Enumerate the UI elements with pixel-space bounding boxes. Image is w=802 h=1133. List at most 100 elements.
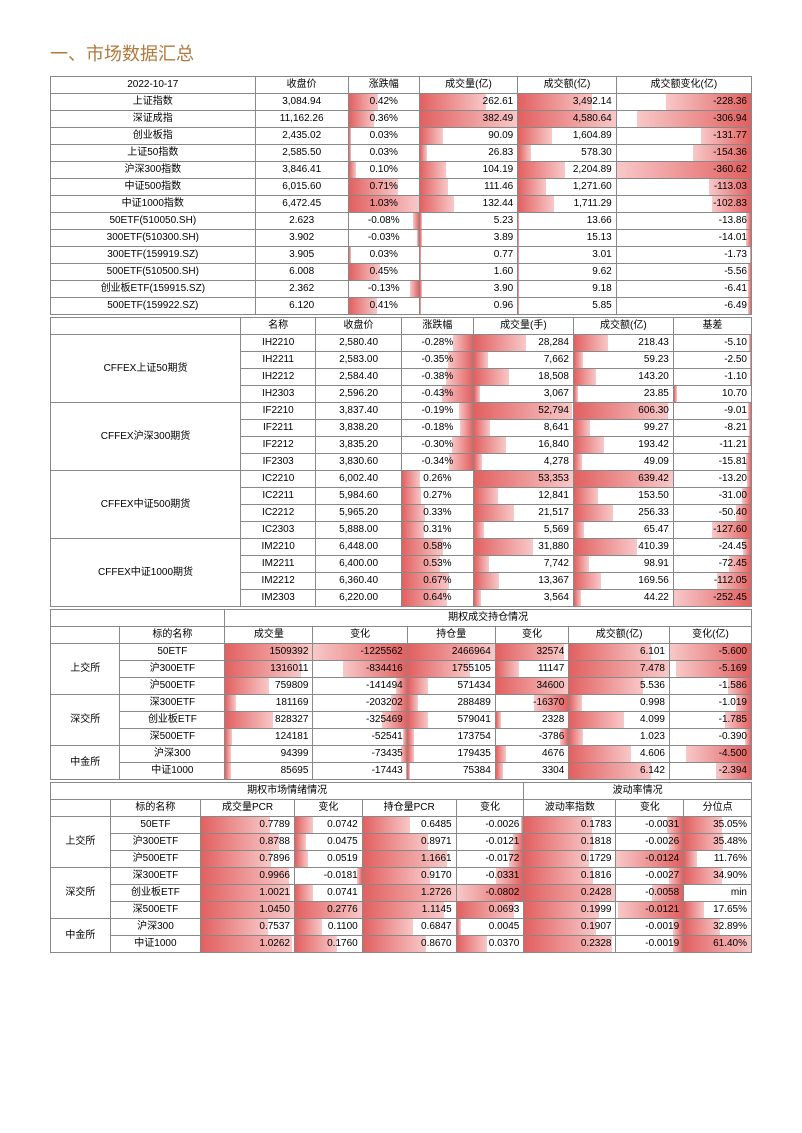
- data-cell: 沪300ETF: [110, 834, 200, 851]
- table-row: 上交所50ETF1509392-12255622466964325746.101…: [51, 644, 752, 661]
- data-cell: 0.03%: [348, 145, 419, 162]
- data-cell: 0.03%: [348, 128, 419, 145]
- data-cell: 沪深300: [120, 746, 225, 763]
- column-header: 成交量(亿): [419, 77, 518, 94]
- data-cell: 0.71%: [348, 179, 419, 196]
- data-cell: 8,641: [473, 420, 573, 437]
- data-cell: 3.89: [419, 230, 518, 247]
- data-cell: -0.0058: [616, 885, 684, 902]
- data-cell: 0.96: [419, 298, 518, 315]
- data-cell: 0.58%: [401, 539, 473, 556]
- data-cell: 沪深300: [110, 919, 200, 936]
- data-cell: 4.099: [569, 712, 670, 729]
- data-cell: 2,204.89: [518, 162, 617, 179]
- data-cell: 4,580.64: [518, 111, 617, 128]
- data-cell: IC2303: [241, 522, 316, 539]
- data-cell: 143.20: [573, 369, 673, 386]
- data-cell: -6.41: [616, 281, 751, 298]
- data-cell: -102.83: [616, 196, 751, 213]
- data-cell: 828327: [225, 712, 313, 729]
- data-cell: 32.89%: [684, 919, 752, 936]
- data-cell: 98.91: [573, 556, 673, 573]
- data-cell: -154.36: [616, 145, 751, 162]
- data-cell: -1225562: [313, 644, 407, 661]
- data-cell: 0.1760: [294, 936, 362, 953]
- table-row: 中证1000指数6,472.451.03%132.441,711.29-102.…: [51, 196, 752, 213]
- data-cell: -0.0331: [456, 868, 524, 885]
- data-cell: 34.90%: [684, 868, 752, 885]
- data-cell: -31.00: [673, 488, 751, 505]
- data-cell: 9.62: [518, 264, 617, 281]
- data-cell: 5.536: [569, 678, 670, 695]
- data-cell: IF2212: [241, 437, 316, 454]
- vol-title: 波动率情况: [524, 783, 752, 800]
- data-cell: 0.9966: [201, 868, 295, 885]
- column-header: 持仓量: [407, 627, 495, 644]
- table-row: 深证成指11,162.260.36%382.494,580.64-306.94: [51, 111, 752, 128]
- data-cell: 3.90: [419, 281, 518, 298]
- data-cell: 2,585.50: [255, 145, 348, 162]
- data-cell: 1509392: [225, 644, 313, 661]
- data-cell: IM2211: [241, 556, 316, 573]
- data-cell: -0.390: [669, 729, 751, 746]
- options-oi-title: 期权成交持仓情况: [225, 610, 752, 627]
- data-cell: -1.785: [669, 712, 751, 729]
- data-cell: 262.61: [419, 94, 518, 111]
- data-cell: -5.169: [669, 661, 751, 678]
- sentiment-title: 期权市场情绪情况: [51, 783, 524, 800]
- data-cell: 44.22: [573, 590, 673, 607]
- data-cell: -0.35%: [401, 352, 473, 369]
- data-cell: 179435: [407, 746, 495, 763]
- data-cell: 28,284: [473, 335, 573, 352]
- data-cell: 0.1729: [524, 851, 616, 868]
- data-cell: min: [684, 885, 752, 902]
- column-header: 变化: [313, 627, 407, 644]
- data-cell: 2,435.02: [255, 128, 348, 145]
- data-cell: 0.6847: [362, 919, 456, 936]
- table-row: 深交所深300ETF181169-203202288489-163700.998…: [51, 695, 752, 712]
- group-label: 上交所: [51, 817, 111, 868]
- data-cell: -325469: [313, 712, 407, 729]
- data-cell: 288489: [407, 695, 495, 712]
- data-cell: 94399: [225, 746, 313, 763]
- data-cell: -0.28%: [401, 335, 473, 352]
- column-header: 标的名称: [110, 800, 200, 817]
- data-cell: 0.2428: [524, 885, 616, 902]
- data-cell: IH2210: [241, 335, 316, 352]
- data-cell: -0.19%: [401, 403, 473, 420]
- table-row: 300ETF(159919.SZ)3.9050.03%0.773.01-1.73: [51, 247, 752, 264]
- data-cell: 5.23: [419, 213, 518, 230]
- data-cell: 9.18: [518, 281, 617, 298]
- data-cell: 11.76%: [684, 851, 752, 868]
- data-cell: 2,580.40: [316, 335, 402, 352]
- data-cell: 深500ETF: [110, 902, 200, 919]
- data-cell: 0.41%: [348, 298, 419, 315]
- data-cell: 50ETF(510050.SH): [51, 213, 256, 230]
- data-cell: -5.10: [673, 335, 751, 352]
- data-cell: 7.478: [569, 661, 670, 678]
- data-cell: 3,084.94: [255, 94, 348, 111]
- data-cell: 深500ETF: [120, 729, 225, 746]
- data-cell: 0.1999: [524, 902, 616, 919]
- data-cell: 21,517: [473, 505, 573, 522]
- data-cell: 6,448.00: [316, 539, 402, 556]
- table-row: 上交所50ETF0.77890.07420.6485-0.00260.1783-…: [51, 817, 752, 834]
- column-header: [51, 318, 241, 335]
- table-row: 上证50指数2,585.500.03%26.83578.30-154.36: [51, 145, 752, 162]
- data-cell: 571434: [407, 678, 495, 695]
- data-cell: 35.05%: [684, 817, 752, 834]
- data-cell: 0.6485: [362, 817, 456, 834]
- table-row: 沪300ETF0.87880.04750.8971-0.01210.1818-0…: [51, 834, 752, 851]
- data-cell: -24.45: [673, 539, 751, 556]
- data-cell: 34600: [495, 678, 568, 695]
- column-header: 收盘价: [316, 318, 402, 335]
- data-cell: 1316011: [225, 661, 313, 678]
- data-cell: 6.101: [569, 644, 670, 661]
- data-cell: 2,583.00: [316, 352, 402, 369]
- data-cell: 2.623: [255, 213, 348, 230]
- column-header: 变化: [495, 627, 568, 644]
- data-cell: 6.142: [569, 763, 670, 780]
- data-cell: 1.023: [569, 729, 670, 746]
- data-cell: 75384: [407, 763, 495, 780]
- data-cell: -3786: [495, 729, 568, 746]
